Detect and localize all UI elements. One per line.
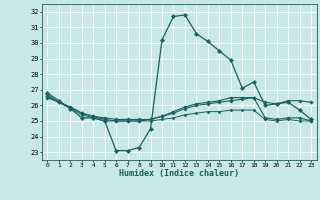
X-axis label: Humidex (Indice chaleur): Humidex (Indice chaleur) [119, 169, 239, 178]
